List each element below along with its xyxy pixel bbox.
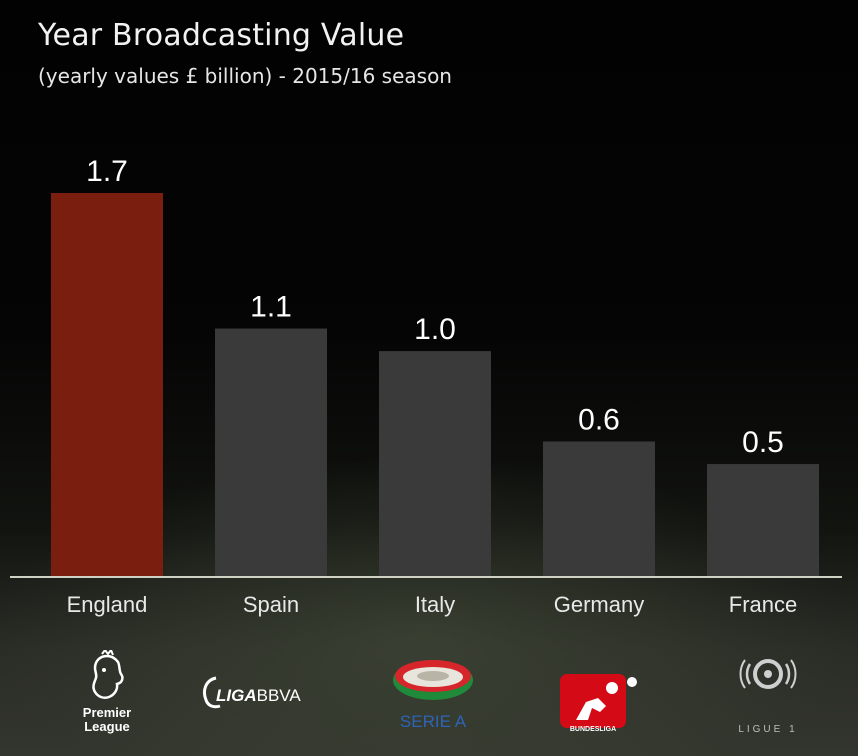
bundes-text: BUNDES <box>569 726 600 733</box>
value-label-england: 1.7 <box>86 155 128 188</box>
chart-title: Year Broadcasting Value <box>38 18 405 53</box>
serie-a-logo: SERIE A <box>383 650 483 746</box>
category-label-france: France <box>729 592 797 617</box>
premier-line2: League <box>84 719 130 734</box>
bar-italy <box>379 351 491 577</box>
ligue1-text: LIGUE 1 <box>738 724 798 735</box>
liga-badge-icon <box>202 676 221 709</box>
serie-a-text: SERIE A <box>399 712 467 731</box>
bundesliga-player-icon <box>560 674 637 728</box>
liga-wordmark: LIGA <box>599 726 617 733</box>
category-label-italy: Italy <box>415 592 455 617</box>
liga-text: LIGA <box>216 686 257 705</box>
bar-germany <box>543 441 655 577</box>
liga-bbva-logo: LIGABBVA <box>198 650 318 746</box>
ligue1-logo: LIGUE 1 <box>728 650 808 746</box>
ligue1-emblem-icon <box>739 659 797 689</box>
bar-england <box>51 193 163 577</box>
premier-league-text: Premier League <box>62 706 152 734</box>
bbva-text: BBVA <box>256 686 301 705</box>
bar-france <box>707 464 819 577</box>
premier-league-logo: Premier League <box>62 647 152 746</box>
bundesliga-text: BUNDESLIGA <box>550 726 636 733</box>
category-label-england: England <box>67 592 148 617</box>
bar-chart: 1.7 England 1.1 Spain 1.0 Italy 0.6 Germany 0.5 F… <box>10 155 842 617</box>
value-label-italy: 1.0 <box>414 313 456 346</box>
category-label-spain: Spain <box>243 592 299 617</box>
value-label-spain: 1.1 <box>250 291 292 324</box>
liga-bbva-text: LIGABBVA <box>216 686 318 706</box>
chart-subtitle: (yearly values £ billion) - 2015/16 seas… <box>38 64 452 88</box>
premier-line1: Premier <box>82 705 132 720</box>
category-label-germany: Germany <box>554 592 644 617</box>
lion-icon <box>92 647 124 700</box>
value-label-germany: 0.6 <box>578 403 620 436</box>
serie-a-shield-icon <box>393 660 473 700</box>
bundesliga-logo: BUNDESLIGA <box>556 650 646 746</box>
value-label-france: 0.5 <box>742 426 784 459</box>
bar-spain <box>215 328 327 577</box>
